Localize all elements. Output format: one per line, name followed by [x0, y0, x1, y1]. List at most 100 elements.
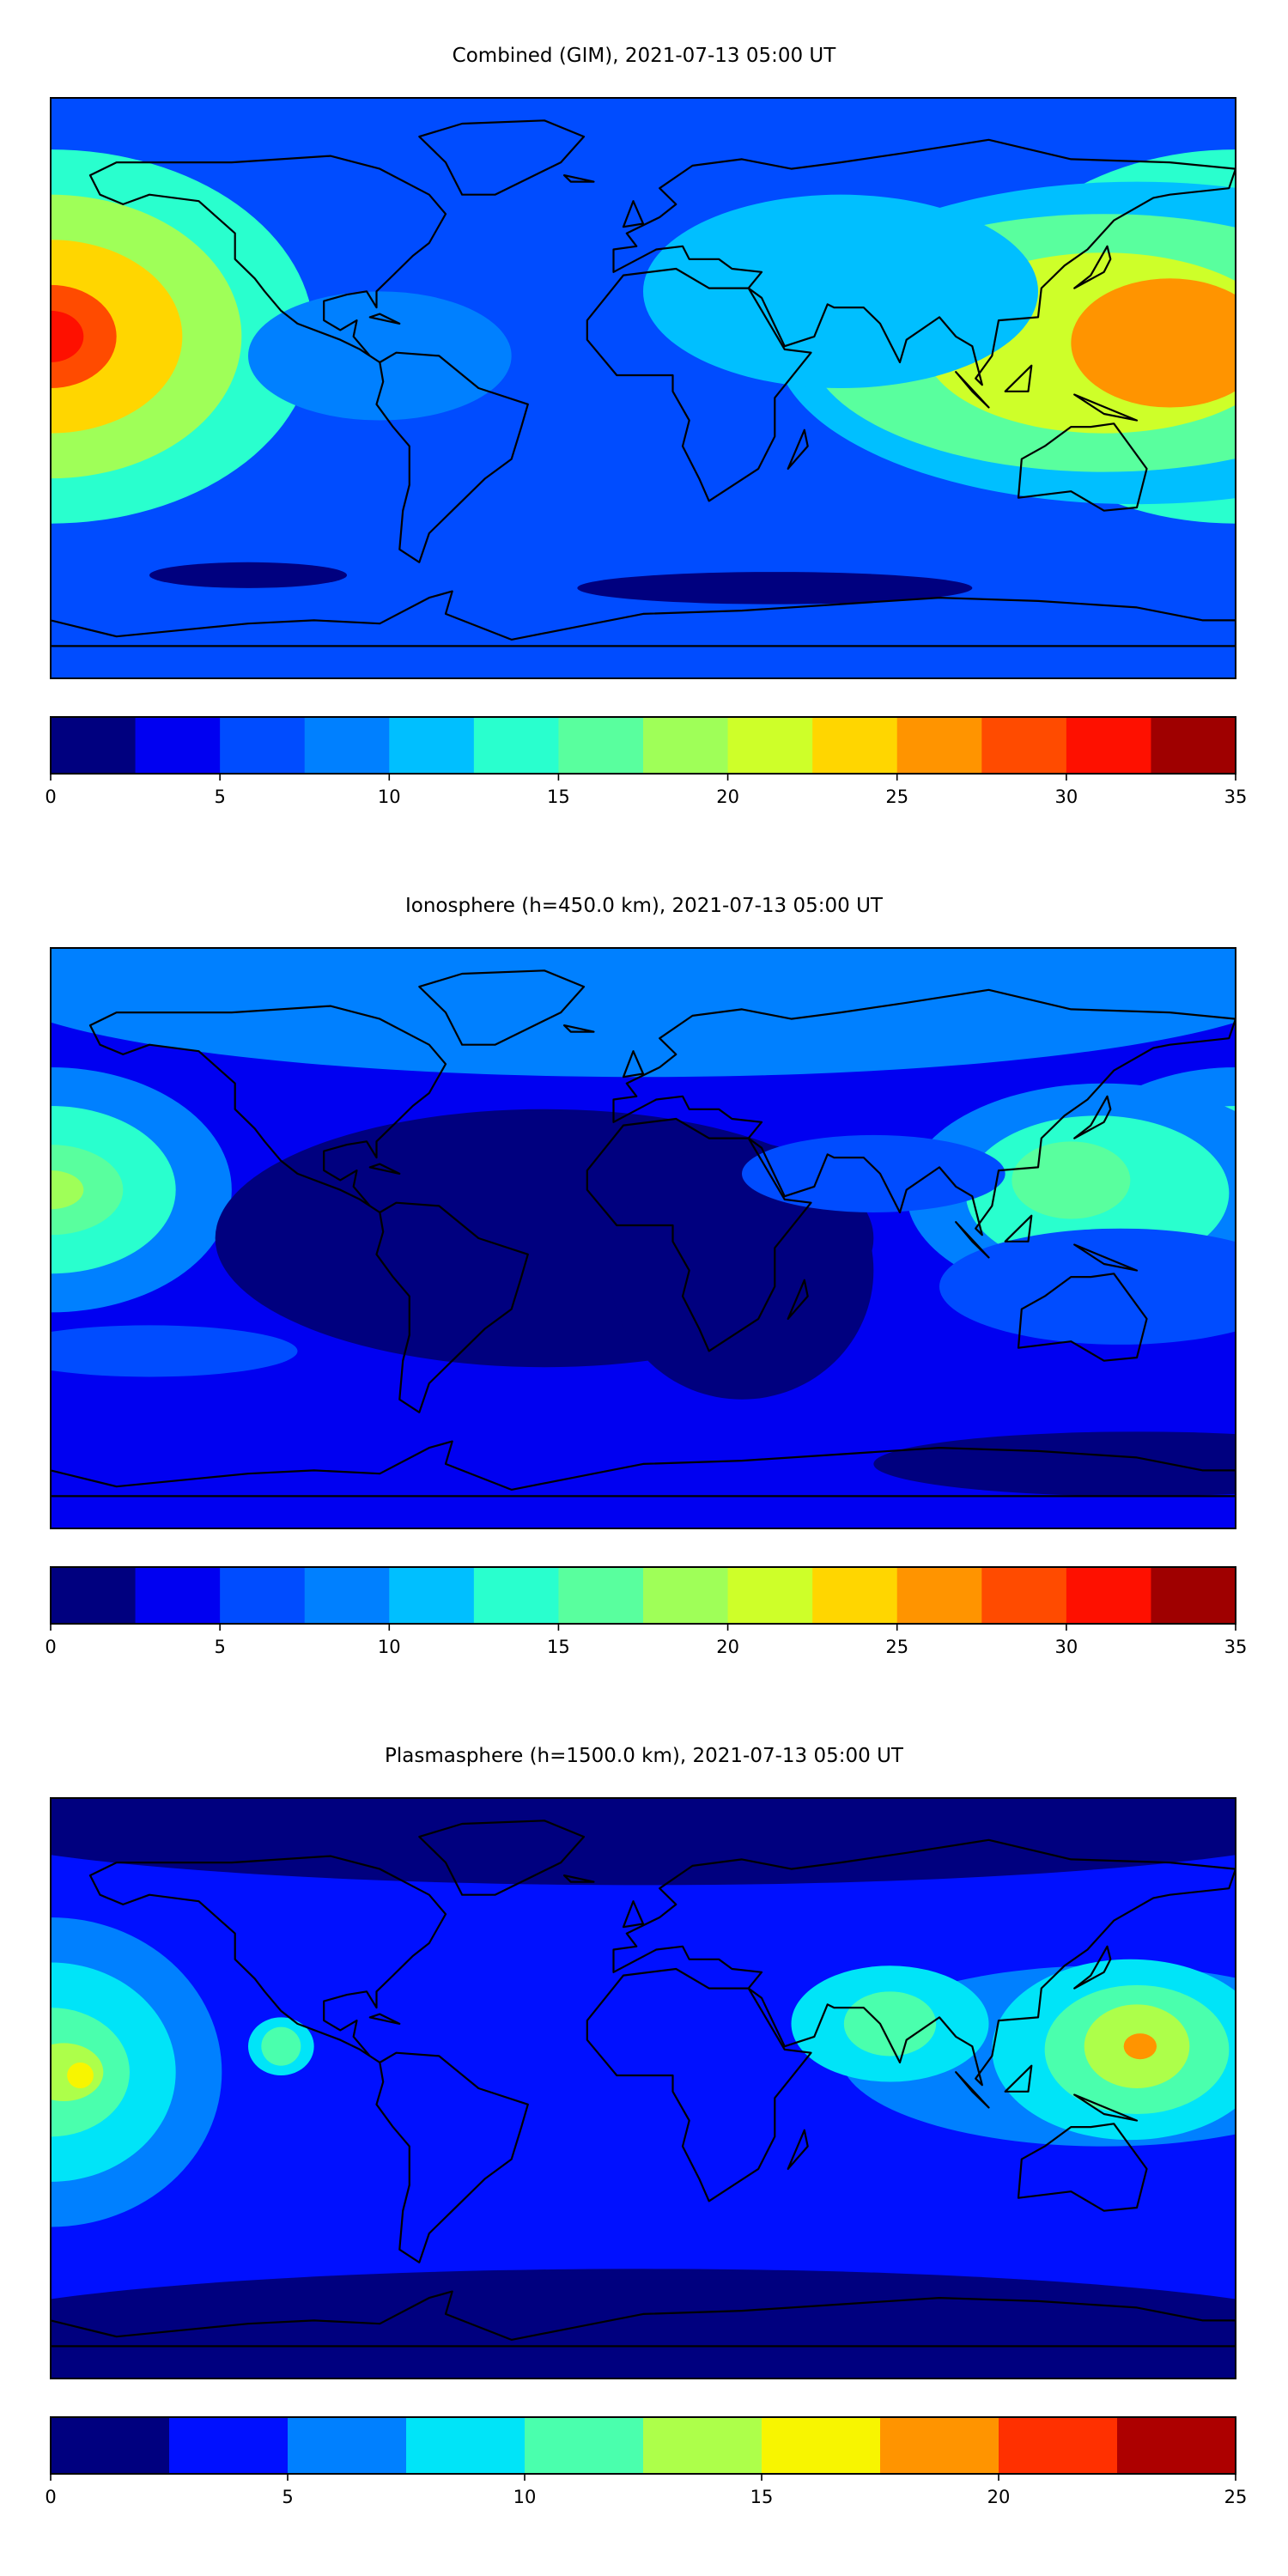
panel-title: Combined (GIM), 2021-07-13 05:00 UT — [453, 45, 837, 67]
map-field — [51, 948, 1236, 1528]
contour-region — [51, 1325, 298, 1377]
colorbar-tick-label: 20 — [716, 787, 739, 807]
colorbar-tick-label: 0 — [45, 1637, 56, 1657]
colorbar-segment — [558, 717, 644, 774]
coastline — [1073, 1243, 1139, 1272]
colorbar-segment — [1117, 2417, 1236, 2474]
colorbar-tick-label: 20 — [716, 1637, 739, 1657]
panel-title: Plasmasphere (h=1500.0 km), 2021-07-13 0… — [385, 1745, 904, 1767]
contour-region — [51, 948, 1236, 1078]
coastline — [955, 371, 990, 409]
panel-plasmasphere: Plasmasphere (h=1500.0 km), 2021-07-13 0… — [45, 1745, 1247, 2507]
coastline — [1073, 1095, 1112, 1139]
colorbar-segment — [812, 1567, 898, 1624]
map-frame — [50, 947, 1236, 1529]
coastline — [1004, 1214, 1033, 1242]
contour-region — [51, 2269, 1236, 2379]
colorbar-segment — [220, 717, 306, 774]
contour-region — [149, 562, 347, 588]
colorbar-tick-label: 5 — [214, 787, 225, 807]
coastline — [622, 1900, 645, 1929]
colorbar-segment — [643, 717, 729, 774]
coastline — [88, 1855, 447, 2064]
contour-region — [577, 572, 973, 605]
colorbar-segment — [896, 717, 982, 774]
coastline — [1004, 2064, 1033, 2093]
colorbar: 0 5 10 15 20 25 30 35 — [45, 716, 1247, 807]
colorbar-segment — [762, 2417, 881, 2474]
colorbar-segment — [51, 717, 137, 774]
coastline — [622, 200, 645, 228]
colorbar-tick-label: 10 — [513, 2487, 537, 2507]
colorbar-segment — [896, 1567, 982, 1624]
colorbar-tick-label: 25 — [885, 787, 908, 807]
coastline — [612, 138, 1236, 386]
coastline — [51, 2290, 1236, 2348]
colorbar-frame — [50, 1566, 1236, 1625]
contour-region — [261, 2026, 301, 2066]
contour-region — [248, 291, 512, 421]
coastline — [586, 1117, 812, 1352]
colorbar-segment — [727, 717, 813, 774]
colorbar-tick-label: 5 — [214, 1637, 225, 1657]
coastline — [418, 1820, 586, 1896]
coastline — [418, 119, 586, 196]
colorbar-tick-label: 0 — [45, 2487, 56, 2507]
colorbar-tick-label: 15 — [547, 787, 570, 807]
coastline — [1004, 364, 1033, 392]
coastline — [1073, 245, 1112, 289]
map-field — [51, 98, 1236, 678]
coastline — [787, 1279, 809, 1320]
coastline — [375, 2051, 529, 2263]
colorbar-segment — [389, 1567, 475, 1624]
contour-region — [1012, 1141, 1131, 1219]
colorbar-segment — [51, 1567, 137, 1624]
contour-region — [643, 194, 1038, 388]
colorbar: 0 5 10 15 20 25 30 35 — [45, 1566, 1247, 1657]
colorbar-segment — [406, 2417, 526, 2474]
coastline — [562, 174, 595, 183]
contour-region — [51, 1145, 124, 1236]
colorbar: 0 5 10 15 20 25 — [45, 2416, 1247, 2507]
contour-region — [1071, 278, 1236, 408]
contour-region — [51, 310, 84, 362]
coastline — [562, 1874, 595, 1883]
colorbar-segment — [473, 1567, 559, 1624]
colorbar-tick-label: 20 — [987, 2487, 1011, 2507]
coastline — [622, 1050, 645, 1078]
colorbar-segment — [981, 717, 1067, 774]
contour-region — [742, 1134, 1005, 1212]
colorbar-segment — [169, 2417, 289, 2474]
colorbar-segment — [304, 717, 390, 774]
colorbar-segment — [1151, 717, 1236, 774]
colorbar-frame — [50, 716, 1236, 775]
coastline — [586, 1967, 812, 2202]
coastline — [1017, 2123, 1148, 2212]
coastline — [368, 313, 401, 325]
coastline — [1017, 1273, 1148, 1362]
coastline — [1073, 1945, 1112, 1990]
coastline — [586, 267, 812, 502]
colorbar-segment — [473, 717, 559, 774]
colorbar-tick-label: 30 — [1054, 787, 1078, 807]
map-frame — [50, 1797, 1236, 2379]
map-field — [51, 1798, 1236, 2379]
map-frame — [50, 97, 1236, 679]
colorbar-segment — [643, 2417, 762, 2474]
colorbar-segment — [1066, 717, 1151, 774]
coastline — [375, 351, 529, 563]
colorbar-segment — [981, 1567, 1067, 1624]
coastline — [51, 590, 1236, 647]
coastline — [368, 2013, 401, 2025]
colorbar-segment — [220, 1567, 306, 1624]
coastline — [562, 1024, 595, 1033]
contour-region — [51, 1798, 1236, 1886]
colorbar-segment — [135, 1567, 221, 1624]
colorbar-segment — [1066, 1567, 1151, 1624]
coastline — [1073, 393, 1139, 422]
coastline — [368, 1163, 401, 1175]
colorbar-tick-label: 5 — [282, 2487, 293, 2507]
coastline — [787, 428, 809, 470]
panel-combined: Combined (GIM), 2021-07-13 05:00 UT 0 5 10… — [45, 45, 1247, 807]
